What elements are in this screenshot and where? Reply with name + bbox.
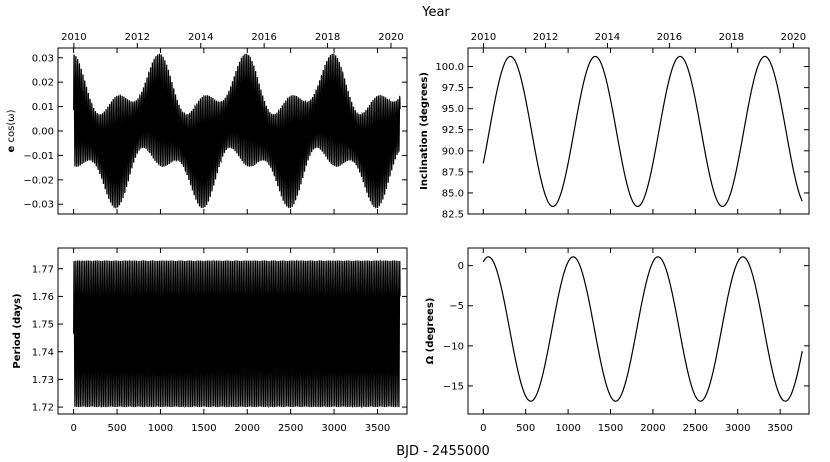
omega-ytick-label: 0	[458, 261, 464, 272]
omega-xtick-label: 500	[516, 423, 535, 434]
inclination-plot-frame	[467, 47, 810, 215]
inclination-ytick-label: 90.0	[442, 146, 464, 157]
ecosw-ytick-label: 0.02	[32, 78, 54, 89]
period-xtick-label: 1500	[191, 423, 216, 434]
period-xtick-label: 3500	[365, 423, 390, 434]
period-ylabel: Period (days)	[12, 293, 23, 368]
period-ytick-label: 1.77	[32, 264, 54, 275]
inclination-ytick-label: 97.5	[442, 83, 464, 94]
ecosw-year-tick-label: 2010	[61, 32, 86, 43]
period-panel: Period (days) 1.72 1.73 1.74 1.75 1.76 1.77 0 5…	[12, 247, 408, 434]
inclination-year-tick-label: 2012	[533, 32, 558, 43]
omega-panel: Ω (degrees) −15 −10 −5 0 0 500 1000 1500 2000 250…	[425, 247, 810, 434]
period-xtick-label: 2000	[235, 423, 260, 434]
period-ytick-label: 1.73	[32, 375, 54, 386]
ecosw-ytick-label: −0.01	[23, 151, 54, 162]
period-ytick-label: 1.76	[32, 292, 54, 303]
period-xtick-label: 0	[70, 423, 76, 434]
omega-xtick-label: 2000	[640, 423, 665, 434]
inclination-year-tick-label: 2020	[781, 32, 806, 43]
inclination-ytick-label: 95.0	[442, 104, 464, 115]
omega-xtick-label: 2500	[683, 423, 708, 434]
omega-ytick-label: −15	[443, 381, 464, 392]
inclination-year-tick-label: 2018	[719, 32, 744, 43]
inclination-ytick-label: 82.5	[442, 210, 464, 221]
period-xtick-label: 500	[107, 423, 126, 434]
ecosw-year-tick-label: 2020	[378, 32, 403, 43]
inclination-ytick-label: 92.5	[442, 125, 464, 136]
ecosw-panel: e cos(ω) −0.03 −0.02 −0.01 0.00 0.01 0.02 0.03…	[6, 32, 408, 215]
ecosw-year-tick-label: 2014	[188, 32, 213, 43]
inclination-ytick-label: 100.0	[435, 62, 464, 73]
omega-ytick-label: −10	[443, 341, 464, 352]
inclination-ytick-label: 85.0	[442, 188, 464, 199]
period-xtick-label: 3000	[321, 423, 346, 434]
ecosw-ytick-label: −0.03	[23, 200, 54, 211]
period-series-line	[73, 259, 401, 409]
bottom-bjd-label: BJD - 2455000	[396, 444, 490, 459]
period-xtick-label: 2500	[278, 423, 303, 434]
ecosw-ytick-label: 0.00	[32, 127, 54, 138]
omega-xtick-label: 1000	[555, 423, 580, 434]
period-ytick-label: 1.74	[32, 347, 54, 358]
ecosw-year-tick-label: 2016	[251, 32, 276, 43]
omega-xtick-label: 0	[480, 423, 486, 434]
inclination-year-tick-label: 2014	[595, 32, 620, 43]
period-ytick-label: 1.75	[32, 320, 54, 331]
omega-xtick-label: 3500	[767, 423, 792, 434]
omega-ytick-label: −5	[449, 301, 464, 312]
period-ytick-label: 1.72	[32, 403, 54, 414]
inclination-year-tick-label: 2016	[657, 32, 682, 43]
omega-xtick-label: 3000	[725, 423, 750, 434]
ecosw-ylabel: e cos(ω)	[6, 109, 17, 152]
inclination-series-line	[482, 55, 803, 208]
top-year-label: Year	[421, 5, 450, 20]
period-xtick-label: 1000	[148, 423, 173, 434]
inclination-ytick-label: 87.5	[442, 167, 464, 178]
ecosw-series-line	[73, 53, 401, 209]
ecosw-ytick-label: −0.02	[23, 175, 54, 186]
ecosw-ytick-label: 0.03	[32, 53, 54, 64]
omega-series-line	[482, 256, 803, 402]
ecosw-year-tick-label: 2012	[125, 32, 150, 43]
omega-xtick-label: 1500	[598, 423, 623, 434]
inclination-ylabel: Inclination (degrees)	[419, 72, 430, 190]
ecosw-year-tick-label: 2018	[315, 32, 340, 43]
period-plot-frame	[57, 247, 408, 415]
omega-plot-frame	[467, 247, 810, 415]
ecosw-ytick-label: 0.01	[32, 102, 54, 113]
inclination-panel: Inclination (degrees) 82.5 85.0 87.5 90.0 92…	[419, 32, 810, 221]
omega-ylabel: Ω (degrees)	[425, 298, 436, 365]
inclination-year-tick-label: 2010	[471, 32, 496, 43]
